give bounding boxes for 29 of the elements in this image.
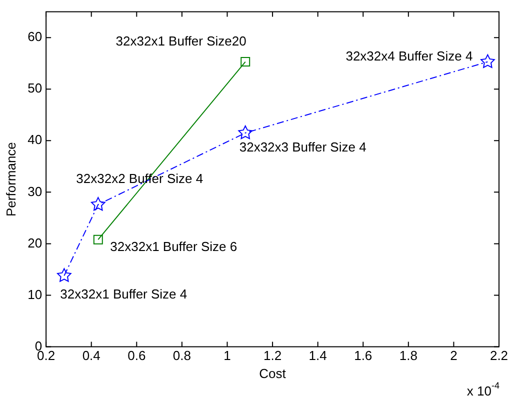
x-tick-label: 1.4 bbox=[308, 348, 327, 364]
x-tick-label: 2.2 bbox=[490, 348, 508, 364]
x-tick-label: 1 bbox=[224, 348, 231, 364]
point bbox=[240, 57, 250, 67]
x-tick-label: 0.6 bbox=[128, 348, 146, 364]
annotation: 32x32x3 Buffer Size 4 bbox=[239, 139, 366, 154]
x-tick-label: 0.4 bbox=[82, 348, 100, 364]
point bbox=[90, 197, 106, 211]
y-axis-title: Performance bbox=[3, 142, 18, 217]
annotation: 32x32x1 Buffer Size20 bbox=[116, 33, 246, 48]
y-tick-label: 40 bbox=[28, 132, 42, 148]
x-axis-title: Cost bbox=[259, 366, 286, 381]
point bbox=[238, 125, 253, 140]
annotation: 32x32x1 Buffer Size 6 bbox=[110, 239, 238, 254]
annotation: 32x32x4 Buffer Size 4 bbox=[346, 48, 473, 64]
x-tick-label: 2 bbox=[450, 348, 458, 364]
annotation: 32x32x1 Buffer Size 4 bbox=[60, 286, 188, 302]
x-tick-label: 1.6 bbox=[354, 348, 372, 364]
y-tick-label: 60 bbox=[28, 29, 42, 44]
y-tick-label: 50 bbox=[28, 80, 42, 96]
x-tick-label: 1.2 bbox=[263, 348, 282, 364]
y-tick-label: 10 bbox=[28, 286, 42, 302]
x-tick-label: 0.8 bbox=[172, 348, 191, 364]
point bbox=[93, 234, 103, 244]
y-tick-label: 20 bbox=[28, 235, 42, 250]
y-tick-label: 30 bbox=[28, 184, 42, 199]
point bbox=[57, 268, 72, 282]
x-tick-label: 1.8 bbox=[399, 348, 418, 364]
point bbox=[480, 54, 495, 68]
